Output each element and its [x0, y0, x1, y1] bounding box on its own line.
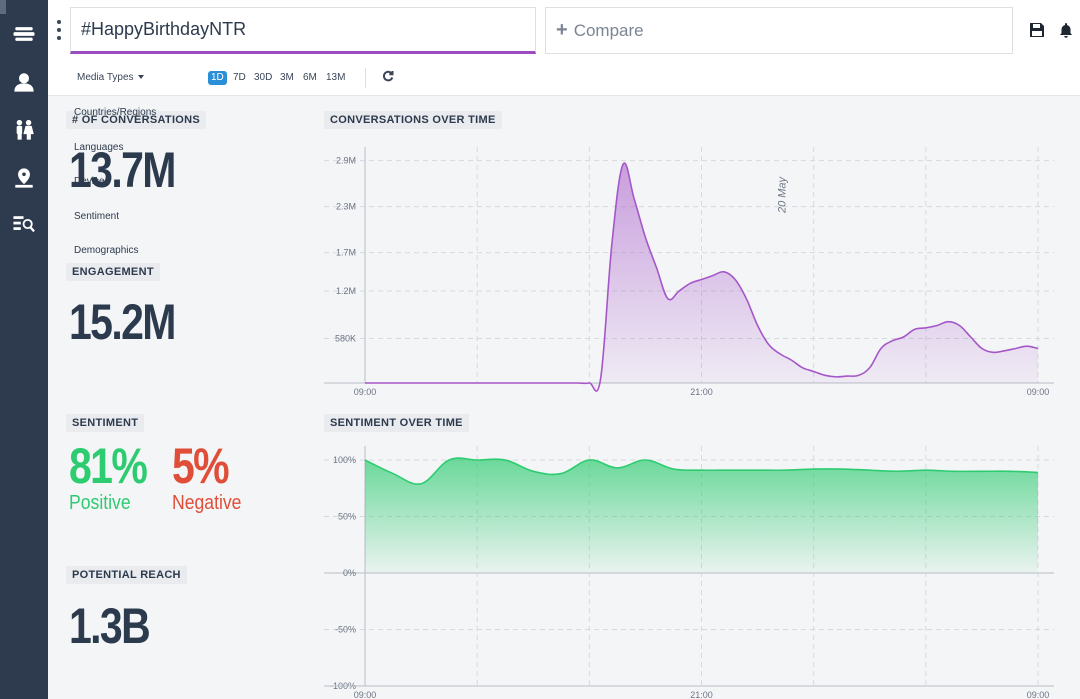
x-tick-label: 21:00 [690, 387, 713, 397]
series-line[interactable] [365, 162, 1039, 392]
range-7d[interactable]: 7D [233, 72, 246, 83]
engagement-value: 15.2M [69, 294, 176, 350]
reach-value: 1.3B [69, 598, 151, 654]
y-tick-label: 2.3M [336, 202, 356, 212]
media-types-menu: Countries/Regions Languages Devices Sent… [74, 107, 156, 280]
bell-icon[interactable] [1058, 22, 1074, 38]
menu-item-countries[interactable]: Countries/Regions [74, 107, 157, 118]
series-area [365, 163, 1038, 392]
sentiment-chart: 100% 50% 0% -50% -100% 09:00 21:00 09:00 [324, 442, 1064, 699]
menu-item-demographics[interactable]: Demographics [74, 245, 139, 256]
media-types-label: Media Types [77, 72, 134, 83]
plus-icon: + [556, 19, 568, 41]
toolbar: Media Types 1D 7D 30D 3M 6M 13M [48, 66, 1080, 90]
series-line[interactable] [364, 457, 1039, 485]
location-icon[interactable] [12, 166, 36, 190]
search-list-icon[interactable] [12, 212, 36, 236]
y-tick-label: 100% [333, 455, 356, 465]
y-tick-label: 1.2M [336, 286, 356, 296]
user-icon[interactable] [12, 70, 36, 94]
x-tick-label: 09:00 [354, 690, 377, 699]
negative-value: 5% [172, 438, 230, 494]
x-tick-label: 09:00 [354, 387, 377, 397]
y-tick-label: 0% [343, 568, 356, 578]
main-panel: # OF CONVERSATIONS 13.7M Countries/Regio… [48, 97, 1080, 699]
compare-button[interactable]: + Compare [545, 7, 1013, 54]
range-6m[interactable]: 6M [303, 72, 317, 83]
y-tick-label: 1.7M [336, 248, 356, 258]
negative-label: Negative [172, 492, 242, 514]
conversations-chart: 2.9M 2.3M 1.7M 1.2M 580K 09:00 21:00 09:00 20 Ma… [324, 139, 1064, 401]
media-types-dropdown[interactable]: Media Types [77, 72, 144, 83]
y-tick-label: -50% [335, 625, 356, 635]
compare-label: Compare [573, 20, 644, 40]
range-30d[interactable]: 30D [254, 72, 273, 83]
menu-item-devices[interactable]: Devices [74, 176, 110, 187]
x-tick-label: 09:00 [1027, 387, 1050, 397]
range-1d[interactable]: 1D [208, 71, 227, 85]
conversations-value: 13.7M [69, 142, 176, 198]
sidebar [0, 0, 48, 699]
series-area [365, 458, 1038, 573]
people-icon[interactable] [12, 118, 36, 142]
positive-label: Positive [69, 492, 131, 514]
toolbar-divider [365, 68, 366, 88]
menu-stack-icon[interactable] [12, 22, 36, 46]
chart-svg-1: 100%50%0%-50%-100%09:00 21:00 09:00 [324, 446, 1054, 699]
menu-item-languages[interactable]: Languages [74, 141, 124, 153]
sentiment-chart-title: SENTIMENT OVER TIME [324, 414, 469, 432]
y-tick-label: 50% [338, 512, 356, 522]
x-tick-label: 09:00 [1027, 690, 1050, 699]
y-tick-label: 580K [335, 334, 356, 344]
sidebar-active-marker [0, 0, 6, 14]
y-tick-label: 2.9M [336, 156, 356, 166]
engagement-tag: ENGAGEMENT [66, 263, 160, 281]
reach-tag: POTENTIAL REACH [66, 566, 187, 584]
menu-item-sentiment[interactable]: Sentiment [74, 210, 120, 222]
chart-svg-0: 2.9M 2.3M 1.7M 1.2M 580K 09:00 21:00 09:00 20 Ma… [324, 147, 1054, 397]
header: #HappyBirthdayNTR + Compare Media Types … [48, 0, 1080, 96]
sentiment-tag: SENTIMENT [66, 414, 145, 432]
x-tick-label: 21:00 [690, 690, 713, 699]
query-input[interactable]: #HappyBirthdayNTR [70, 7, 536, 54]
refresh-icon[interactable] [382, 70, 396, 84]
date-annotation: 20 May [777, 175, 789, 214]
caret-down-icon [137, 75, 144, 80]
save-icon[interactable] [1029, 22, 1045, 38]
range-3m[interactable]: 3M [280, 72, 294, 83]
kebab-menu-icon[interactable] [56, 20, 62, 40]
positive-value: 81% [69, 438, 148, 494]
query-text: #HappyBirthdayNTR [81, 19, 247, 39]
range-13m[interactable]: 13M [326, 72, 346, 83]
conversations-chart-title: CONVERSATIONS OVER TIME [324, 111, 502, 129]
conversations-tag: # OF CONVERSATIONS [66, 111, 207, 129]
